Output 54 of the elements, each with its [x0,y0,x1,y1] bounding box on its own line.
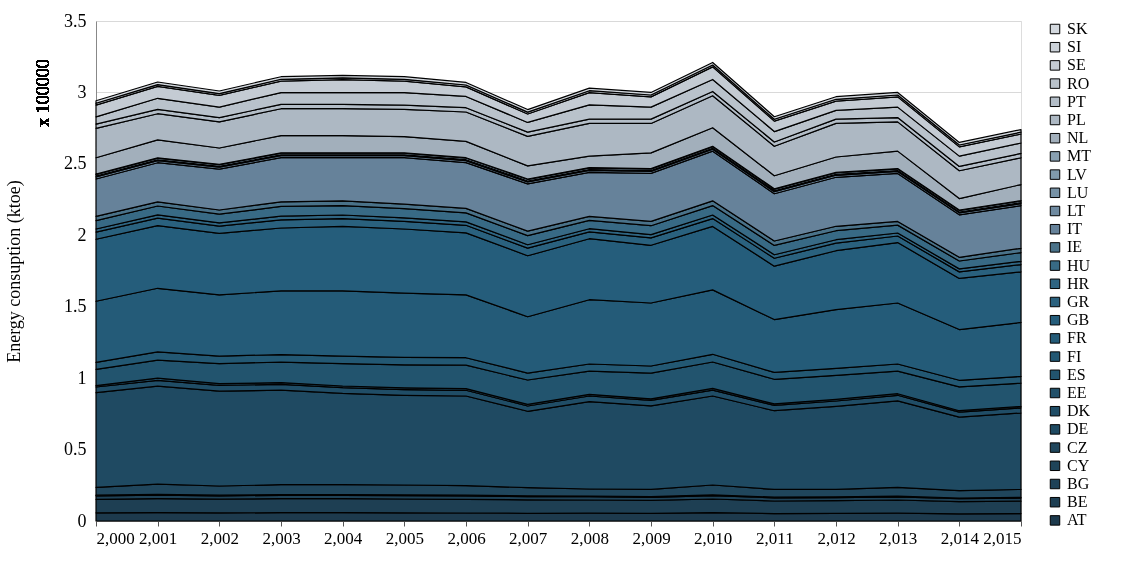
legend-label: DE [1067,420,1089,438]
legend-label: IE [1067,238,1083,256]
legend-label: EE [1067,384,1087,401]
y-tick-label: 2 [77,224,87,245]
legend-label: SK [1067,20,1088,37]
x-tick-label: 2,006 [447,528,486,548]
legend-label: CY [1067,456,1090,474]
legend-label: SI [1067,38,1082,56]
x-tick-label: 2,001 [139,528,178,548]
legend-label: NL [1067,129,1089,147]
legend-label: LV [1067,165,1088,183]
x-tick-label: 2,008 [570,528,609,548]
legend-label: FI [1067,347,1082,365]
y-tick-label: 0.5 [64,439,87,460]
x-tick-label: 2,002 [200,528,239,548]
x-tick-label: 2,007 [509,528,548,548]
x-tick-label: 2,015 [983,528,1022,548]
legend-label: ES [1067,365,1086,383]
y-tick-label: 0 [77,510,87,531]
legend-label: GR [1067,293,1090,310]
y-tick-label: 3 [77,81,87,102]
legend-label: HU [1067,256,1091,274]
x-tick-label: 2,005 [385,528,424,548]
text: x 100000 [33,59,53,127]
y-tick-label: 1 [77,367,87,388]
x-tick-label: 2,012 [817,528,856,548]
legend-label: MT [1067,147,1092,165]
x-tick-label: 2,014 [940,528,980,548]
y-tick-label: 3.5 [64,10,87,31]
legend-label: HR [1067,274,1090,292]
x-tick-label: 2,011 [756,528,794,548]
legend-label: BE [1067,493,1088,511]
y-axis-title: Energy consuption (ktoe) [4,180,25,363]
x-tick-label: 2,003 [262,528,301,548]
legend-label: SE [1067,56,1086,74]
legend-label: DK [1067,402,1091,420]
y-tick-label: 2.5 [64,153,87,174]
x-tick-label: 2,000 [96,528,135,548]
legend-label: PT [1067,92,1086,110]
x-tick-label: 2,010 [694,528,733,548]
x-tick-label: 2,009 [632,528,671,548]
legend-label: CZ [1067,438,1088,456]
x-tick-label: 2,013 [879,528,918,548]
legend-label: GB [1067,311,1090,329]
legend-label: PL [1067,111,1086,128]
x-tick-label: 2,004 [324,528,363,548]
legend-label: FR [1067,329,1087,347]
legend-label: IT [1067,220,1083,238]
legend-label: RO [1067,74,1090,92]
y-tick-label: 1.5 [64,296,87,317]
legend-label: AT [1067,511,1087,529]
legend-label: LU [1067,183,1089,201]
legend-label: LT [1067,202,1086,219]
legend-label: BG [1067,475,1090,492]
